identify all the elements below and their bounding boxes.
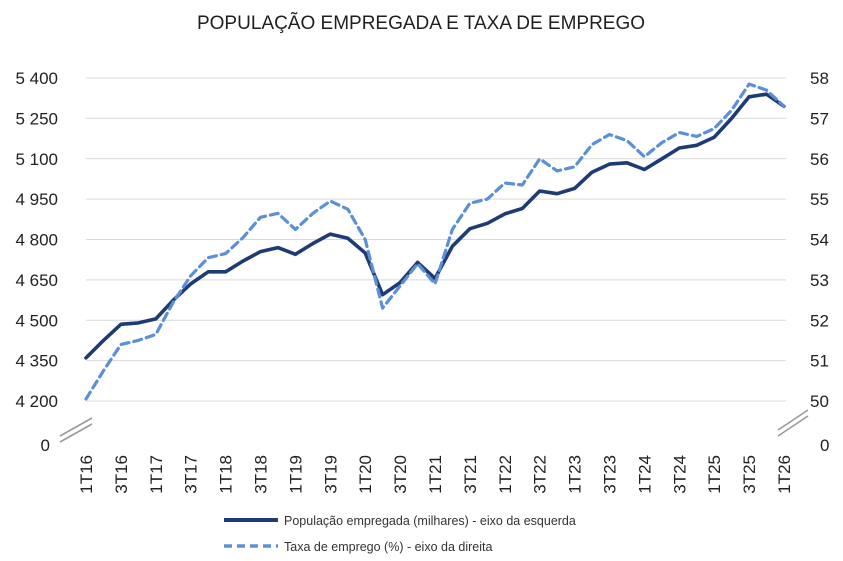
x-tick-label: 3T19: [321, 455, 340, 494]
legend: População empregada (milhares) - eixo da…: [224, 514, 576, 554]
x-tick-label: 1T16: [77, 455, 96, 494]
left-axis: 4 200 4 350 4 500 4 650 4 800 4 950 5 100 5 250…: [15, 69, 58, 455]
x-tick-label: 1T25: [705, 455, 724, 494]
series-line-employed: [84, 92, 786, 360]
left-tick-label: 5 250: [15, 109, 58, 128]
x-tick-label: 1T20: [356, 455, 375, 494]
x-tick-label: 3T23: [601, 455, 620, 494]
x-tick-label: 3T24: [670, 455, 689, 494]
x-tick-label: 3T16: [112, 455, 131, 494]
series-line-rate: [84, 82, 786, 401]
x-tick-label: 3T17: [182, 455, 201, 494]
axis-break-line: [59, 423, 93, 443]
legend-label-rate: Taxa de emprego (%) - eixo da direita: [284, 540, 492, 554]
left-tick-label: 4 350: [15, 352, 58, 371]
left-tick-label: 4 950: [15, 190, 58, 209]
grid-lines: [86, 77, 786, 402]
right-tick-label: 51: [810, 352, 829, 371]
right-tick-label: 54: [810, 231, 829, 250]
x-tick-label: 1T23: [566, 455, 585, 494]
x-tick-label: 1T17: [147, 455, 166, 494]
right-axis: 50 51 52 53 54 55 56 57 58 0: [810, 69, 829, 455]
left-tick-label: 5 100: [15, 150, 58, 169]
plot-area: [84, 82, 786, 401]
right-tick-label: 55: [810, 190, 829, 209]
right-tick-label: 56: [810, 150, 829, 169]
x-tick-label: 1T26: [775, 455, 794, 494]
right-tick-label: 53: [810, 271, 829, 290]
x-tick-label: 3T22: [531, 455, 550, 494]
right-tick-label: 50: [810, 392, 829, 411]
right-zero-label: 0: [820, 436, 829, 455]
axis-break-marks: [59, 409, 809, 443]
x-tick-label: 3T25: [740, 455, 759, 494]
right-tick-label: 58: [810, 69, 829, 88]
x-tick-label: 3T20: [391, 455, 410, 494]
left-tick-label: 4 200: [15, 392, 58, 411]
left-tick-label: 4 500: [15, 311, 58, 330]
x-axis: 1T16 3T16 1T17 3T17 1T18 3T18 1T19 3T19 1T20 3T20…: [77, 455, 794, 494]
x-tick-label: 3T21: [461, 455, 480, 494]
axis-break-line: [777, 415, 809, 437]
x-tick-label: 3T18: [252, 455, 271, 494]
chart-title: POPULAÇÃO EMPREGADA E TAXA DE EMPREGO: [197, 12, 645, 34]
x-tick-label: 1T18: [217, 455, 236, 494]
left-tick-label: 4 800: [15, 231, 58, 250]
left-tick-label: 4 650: [15, 271, 58, 290]
axis-break-line: [777, 409, 809, 431]
x-tick-label: 1T19: [286, 455, 305, 494]
left-zero-label: 0: [41, 436, 50, 455]
right-tick-label: 57: [810, 109, 829, 128]
x-tick-label: 1T21: [426, 455, 445, 494]
x-tick-label: 1T22: [496, 455, 515, 494]
legend-label-employed: População empregada (milhares) - eixo da…: [284, 514, 576, 528]
x-tick-label: 1T24: [635, 455, 654, 494]
axis-break-line: [59, 417, 93, 437]
left-tick-label: 5 400: [15, 69, 58, 88]
right-tick-label: 52: [810, 311, 829, 330]
